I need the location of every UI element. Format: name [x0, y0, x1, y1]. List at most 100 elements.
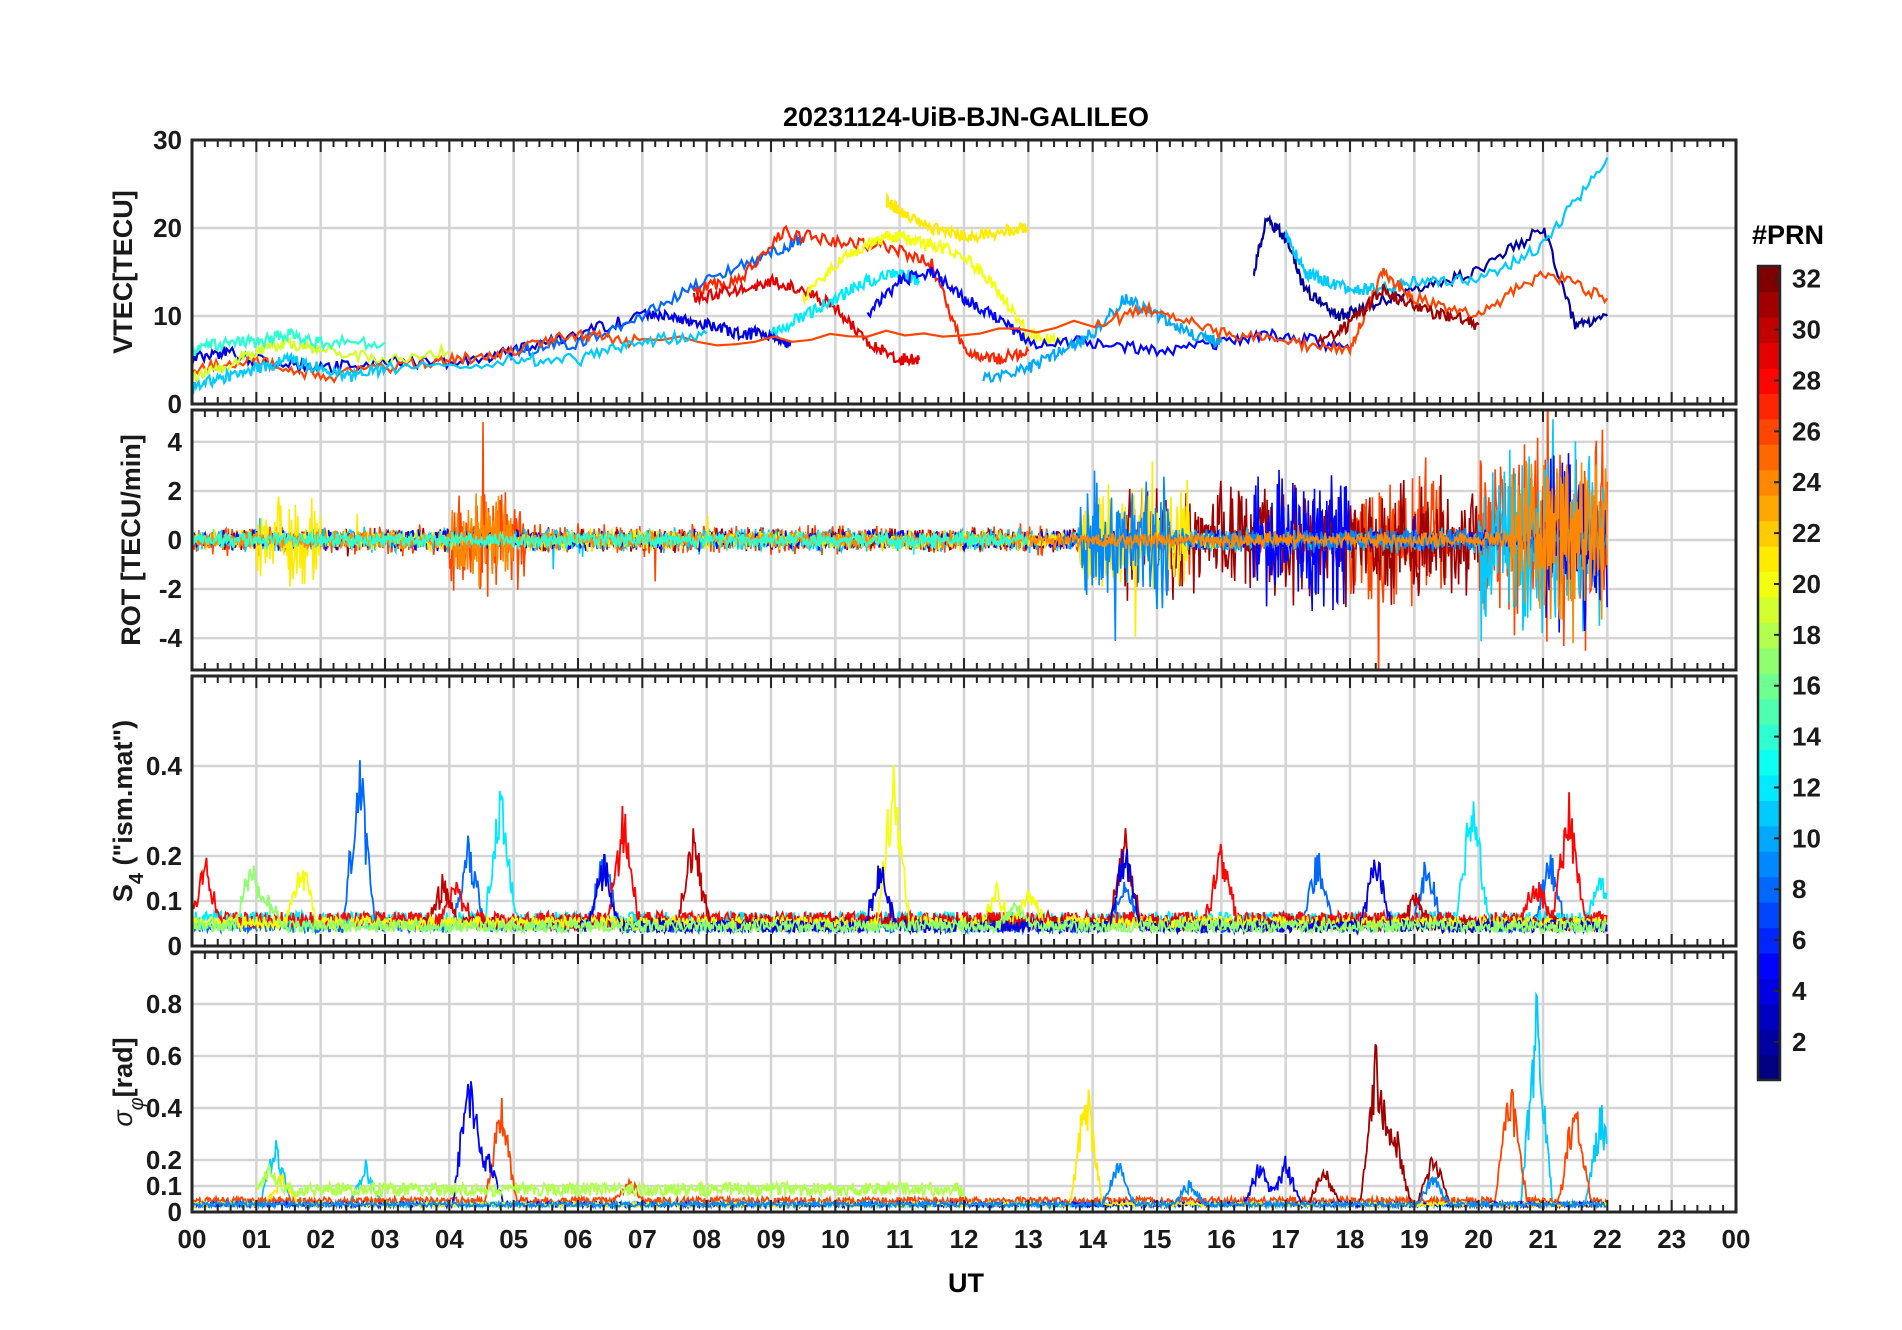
colorbar-swatch	[1758, 1029, 1780, 1056]
y-axis-label-sigphi: σφ[rad]	[108, 1037, 148, 1126]
colorbar-swatch	[1758, 749, 1780, 776]
vtec-trace-prn-26	[192, 267, 1609, 384]
x-tick-label: 23	[1657, 1224, 1686, 1254]
panel-sigphi: 00.10.2 0.4 0.6 0.8 σφ[rad]	[108, 950, 1738, 1227]
y-axis-label-rot: ROT [TECU/min]	[116, 434, 146, 645]
x-tick-label: 08	[692, 1224, 721, 1254]
vtec-trace-prn-8	[513, 233, 805, 357]
colorbar-swatch	[1758, 1054, 1780, 1081]
s4-trace-prn-17	[192, 865, 1608, 936]
colorbar-swatch	[1758, 901, 1780, 929]
colorbar-swatch	[1758, 291, 1780, 318]
y-tick-label: 10	[153, 301, 182, 331]
colorbar-swatch	[1758, 673, 1780, 700]
x-tick-label: 16	[1207, 1224, 1236, 1254]
y-tick-label: 20	[153, 213, 182, 243]
colorbar-swatch	[1758, 469, 1780, 496]
rot-trace-prn-14	[192, 529, 1029, 556]
y-axis-label-main: σ	[108, 1109, 138, 1127]
panel-data	[192, 760, 1608, 936]
x-tick-label: 01	[242, 1224, 271, 1254]
colorbar-tick-label: 12	[1792, 772, 1821, 802]
y-axis-label-sub: 4	[126, 872, 148, 884]
colorbar-swatch	[1758, 851, 1780, 878]
x-tick-label: 05	[499, 1224, 528, 1254]
x-tick-label: 11	[886, 1224, 914, 1254]
y-tick-label: 0	[168, 931, 182, 961]
colorbar-swatch	[1758, 774, 1780, 801]
colorbar-swatch	[1758, 927, 1780, 954]
y-tick-label: 2	[168, 476, 182, 506]
x-tick-label: 10	[821, 1224, 850, 1254]
colorbar-frame	[1756, 264, 1782, 1082]
vtec-trace-prn-27	[692, 224, 1030, 365]
colorbar-swatch	[1758, 545, 1780, 573]
chart-title: 20231124-UiB-BJN-GALILEO	[783, 102, 1149, 132]
x-tick-label: 06	[564, 1224, 593, 1254]
panel-vtec: 0 10 20 30 VTEC[TECU]	[108, 125, 1738, 419]
x-tick-label: 03	[371, 1224, 400, 1254]
x-tick-label: 22	[1593, 1224, 1622, 1254]
y-axis-label-s4: S4 ("ism.mat")	[108, 720, 148, 902]
colorbar-swatch	[1758, 367, 1780, 394]
x-tick-label: 21	[1529, 1224, 1558, 1254]
sigphi-trace-prn-31	[1284, 1044, 1608, 1210]
y-tick-label: 0	[168, 525, 182, 555]
vtec-trace-prn-5	[866, 266, 1351, 358]
colorbar-tick-label: 28	[1792, 365, 1821, 395]
x-tick-label: 04	[435, 1224, 464, 1254]
colorbar-swatch	[1758, 723, 1780, 751]
colorbar-tick-label: 22	[1792, 518, 1821, 548]
y-tick-label: 4	[168, 427, 183, 457]
vtec-trace-prn-20	[802, 229, 1062, 349]
colorbar-label: #PRN	[1752, 220, 1824, 250]
colorbar-tick-label: 24	[1792, 467, 1821, 497]
colorbar-tick-label: 4	[1792, 976, 1807, 1006]
panel-data	[192, 410, 1608, 670]
colorbar-tick-label: 10	[1792, 823, 1821, 853]
colorbar-swatch	[1758, 698, 1780, 725]
colorbar-swatch	[1758, 978, 1780, 1005]
colorbar-swatch	[1758, 800, 1780, 827]
y-tick-label: 0.4	[146, 751, 183, 781]
colorbar-swatch	[1758, 825, 1780, 852]
vtec-trace-prn-21	[885, 192, 1030, 245]
y-axis-label-rest: ("ism.mat")	[108, 720, 138, 873]
x-tick-label: 00	[178, 1224, 207, 1254]
vtec-trace-prn-11	[192, 328, 708, 395]
sigphi-trace-prn-26	[192, 1089, 1608, 1208]
colorbar-swatch	[1758, 647, 1780, 674]
y-tick-label: 0.6	[146, 1041, 182, 1071]
y-tick-label: 0	[168, 1197, 182, 1227]
x-tick-label: 19	[1400, 1224, 1429, 1254]
y-tick-label: 0.4	[146, 1093, 183, 1123]
colorbar-swatch	[1758, 418, 1780, 445]
y-tick-label: 0.2	[146, 841, 182, 871]
vtec-trace-prn-11	[1284, 157, 1609, 297]
y-tick-label: -4	[159, 623, 183, 653]
x-tick-label: 18	[1336, 1224, 1365, 1254]
colorbar-tick-label: 16	[1792, 671, 1821, 701]
colorbar-tick-label: 14	[1792, 722, 1821, 752]
x-tick-label: 14	[1078, 1224, 1107, 1254]
vtec-trace-prn-31	[1316, 283, 1480, 345]
colorbar-tick-label: 18	[1792, 620, 1821, 650]
x-tick-label: 00	[1722, 1224, 1751, 1254]
colorbar-tick-label: 8	[1792, 874, 1806, 904]
colorbar-swatch	[1758, 571, 1780, 598]
panel-rot: -4 -2 0 2 4 ROT [TECU/min]	[116, 408, 1738, 672]
colorbar-swatch	[1758, 952, 1780, 980]
colorbar-tick-label: 32	[1792, 264, 1821, 294]
panel-data	[192, 157, 1609, 395]
vtec-trace-prn-12	[770, 268, 921, 339]
y-tick-label: -2	[159, 574, 182, 604]
colorbar-swatch	[1758, 494, 1780, 522]
colorbar-swatch	[1758, 266, 1780, 293]
y-tick-label: 0.1	[146, 1171, 182, 1201]
colorbar-swatch	[1758, 444, 1780, 471]
colorbar-swatch	[1758, 876, 1780, 903]
panel-s4: 00.10.20.4S4 ("ism.mat")	[108, 674, 1738, 961]
